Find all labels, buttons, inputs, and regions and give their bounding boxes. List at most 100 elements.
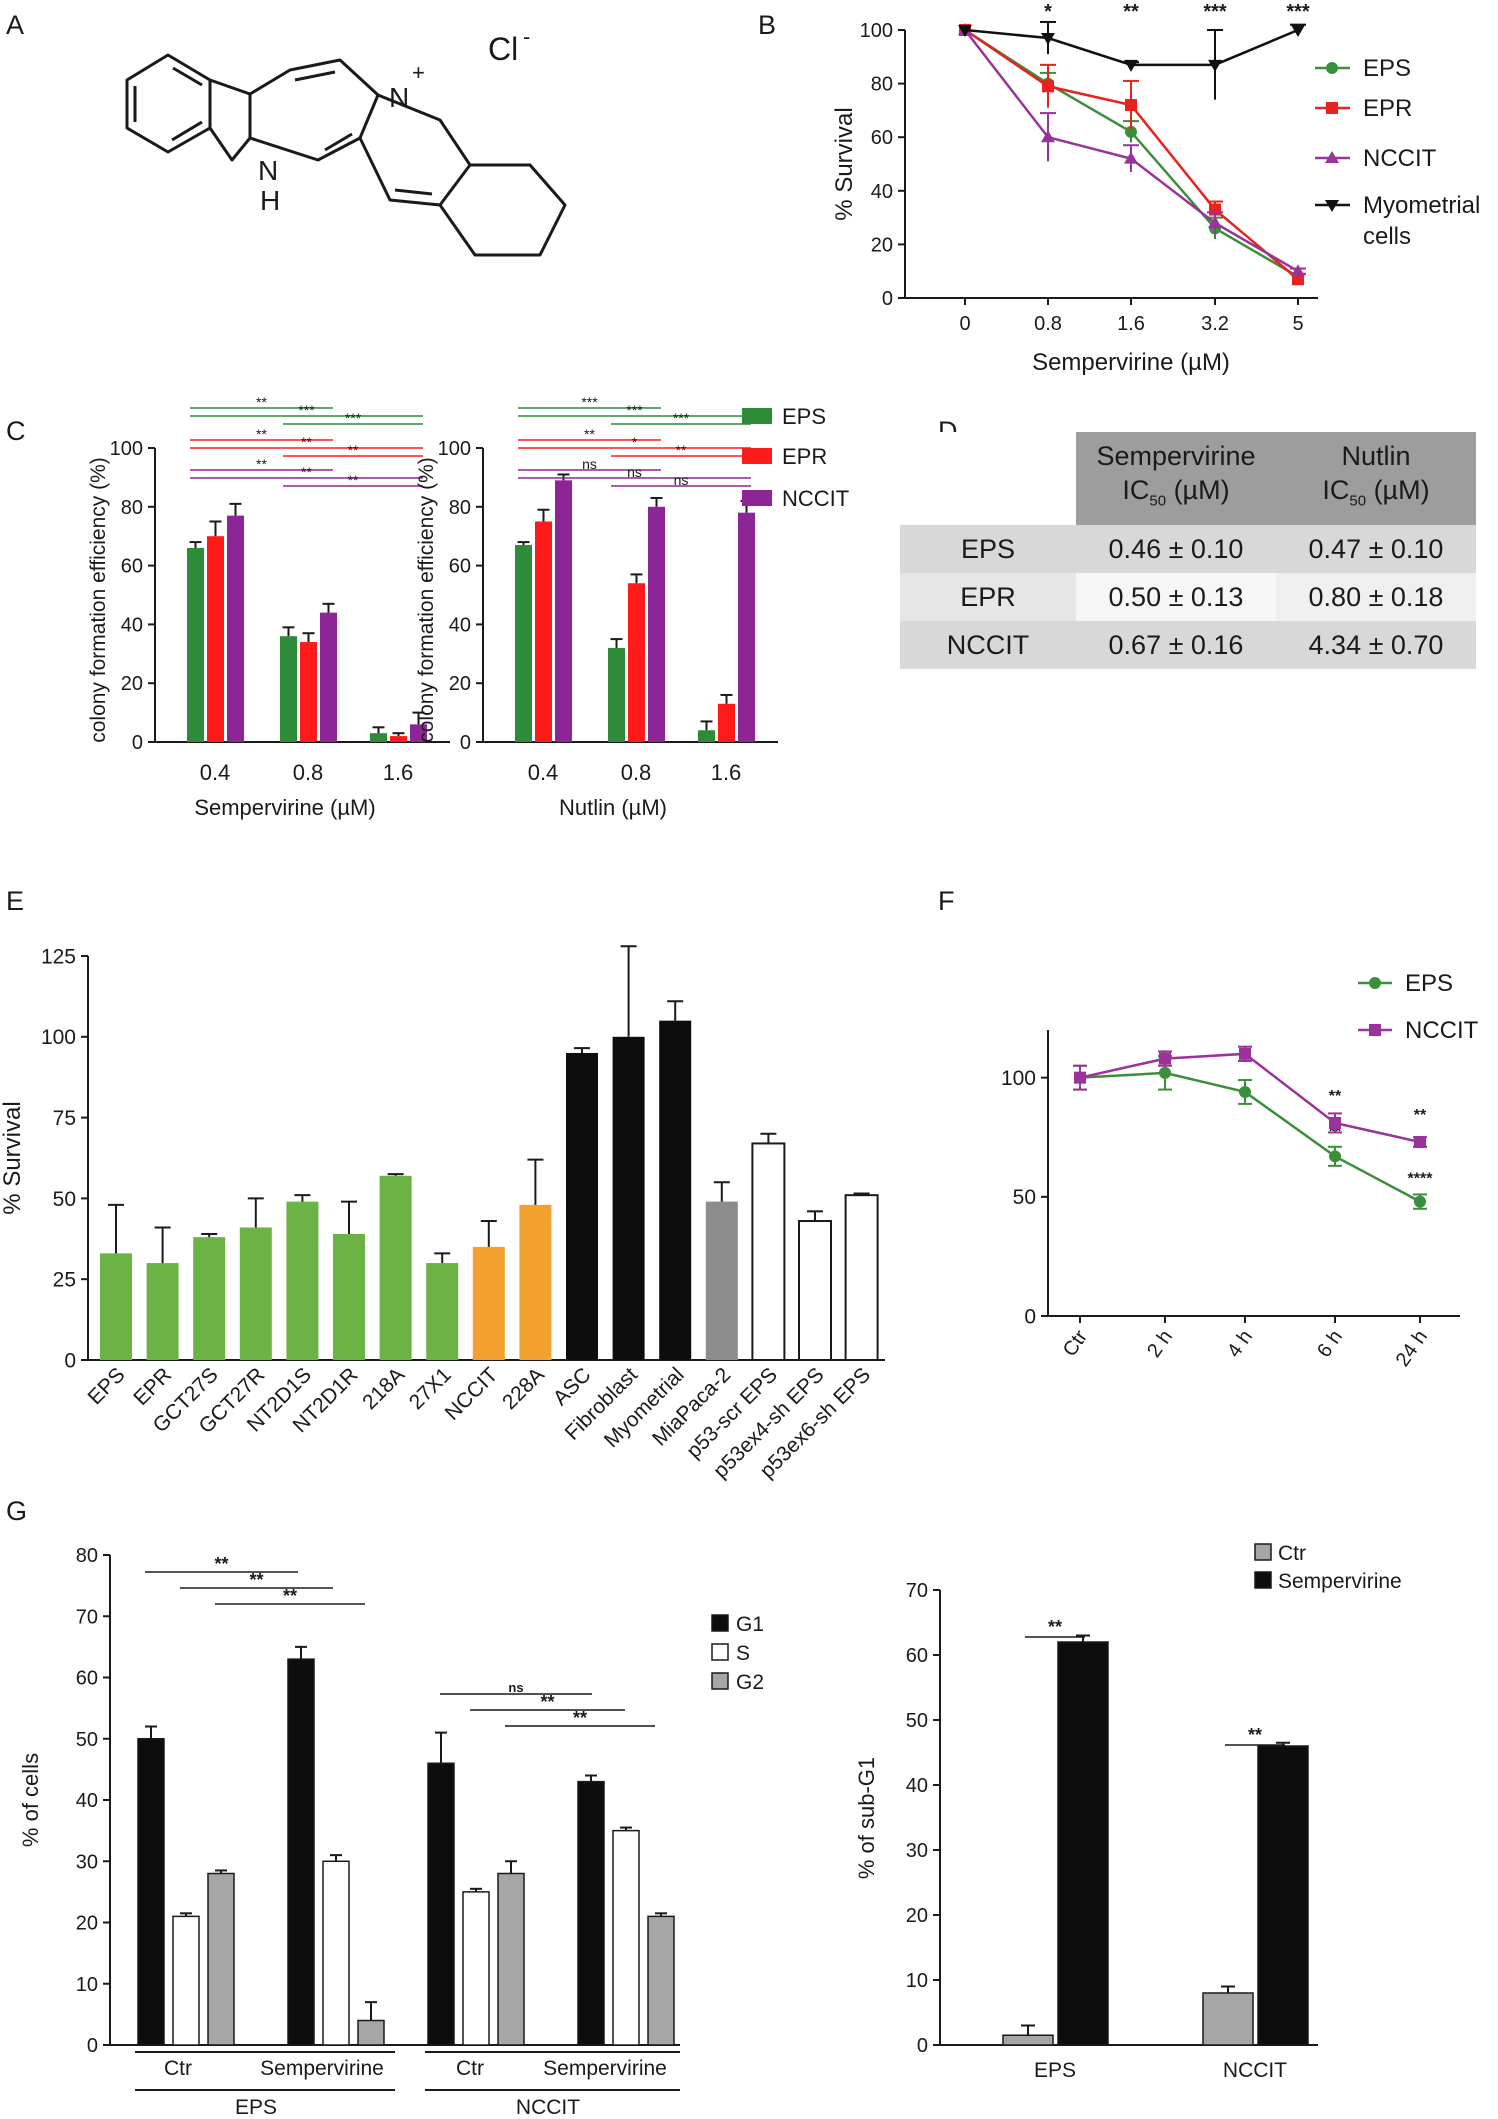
C2-y-tick-label: 60 xyxy=(449,556,471,578)
table-header-sempervirine: Sempervirine IC50 (µM) xyxy=(1076,432,1276,525)
G1-y-tick-label: 50 xyxy=(76,1729,98,1751)
E-bar xyxy=(472,1246,505,1360)
G1-y-tick-label: 30 xyxy=(76,1851,98,1873)
C-legend-swatch xyxy=(742,490,772,506)
F-x-tick-label: Ctr xyxy=(1059,1326,1093,1361)
F-y-tick-label: 50 xyxy=(1013,1186,1036,1209)
C2-bar xyxy=(555,480,572,742)
G2-legend-swatch xyxy=(1254,1543,1272,1561)
G2-y-tick-label: 10 xyxy=(906,1970,928,1992)
C2-significance-label: *** xyxy=(626,402,643,418)
B-significance: ** xyxy=(1123,1,1139,23)
F-x-tick-label: 6 h xyxy=(1313,1326,1347,1361)
B-data-point xyxy=(1124,151,1138,164)
G1-legend-swatch xyxy=(711,1614,729,1632)
C2-x-tick-label: 0.4 xyxy=(528,760,559,785)
B-y-tick-label: 80 xyxy=(871,74,893,96)
row-name: EPR xyxy=(900,573,1076,621)
cell-nutlin: 0.47 ± 0.10 xyxy=(1276,525,1476,573)
chart-G-subg1: 0 10 20 30 40 50 60 70 EPS ** NCCIT ** % of sub-G1 Ct… xyxy=(854,1542,1402,2082)
B-significance: *** xyxy=(1203,1,1227,23)
G2-y-tick-label: 30 xyxy=(906,1840,928,1862)
C1-bar xyxy=(207,536,224,742)
cell-nutlin: 4.34 ± 0.70 xyxy=(1276,621,1476,669)
cyclohexane-ring xyxy=(438,163,567,257)
E-bar xyxy=(426,1263,459,1360)
G1-bar xyxy=(322,1860,350,2046)
C1-bar xyxy=(187,547,204,742)
G1-bar xyxy=(357,2019,385,2046)
C1-y-tick-label: 100 xyxy=(110,438,143,460)
E-bar xyxy=(286,1201,319,1360)
F-significance: ** xyxy=(1329,1088,1342,1105)
G1-x-label: Sempervirine xyxy=(543,2057,667,2080)
C1-bar xyxy=(370,733,387,742)
ring-d xyxy=(358,93,472,207)
F-legend-label: EPS xyxy=(1405,970,1453,997)
B-legend-marker xyxy=(1325,151,1339,163)
cell-sempervirine: 0.50 ± 0.13 xyxy=(1076,573,1276,621)
C2-bar xyxy=(648,506,665,742)
E-bar xyxy=(146,1263,179,1360)
G2-legend-label: Sempervirine xyxy=(1278,1570,1402,1593)
header-ic-sub: 50 xyxy=(1349,492,1367,510)
G1-group-label: NCCIT xyxy=(516,2096,580,2119)
G1-y-tick-label: 40 xyxy=(76,1790,98,1812)
panel-label-e: E xyxy=(6,886,24,916)
C2-significance-label: * xyxy=(632,434,638,450)
header-title: Nutlin xyxy=(1341,440,1411,471)
B-data-point xyxy=(1292,273,1304,286)
B-x-tick-label: 3.2 xyxy=(1201,313,1229,335)
C2-significance-label: *** xyxy=(673,410,690,426)
panel-label-a: A xyxy=(6,10,24,40)
E-bar xyxy=(844,1194,879,1361)
B-significance: *** xyxy=(1286,1,1310,23)
G1-y-tick-label: 10 xyxy=(76,1974,98,1996)
G1-bar xyxy=(287,1658,315,2046)
G1-x-label: Ctr xyxy=(164,2057,192,2080)
B-legend-label: cells xyxy=(1363,223,1411,250)
G1-bar xyxy=(462,1891,490,2046)
B-series-line xyxy=(964,28,1299,67)
G1-y-tick-label: 20 xyxy=(76,1913,98,1935)
E-bar xyxy=(100,1253,132,1360)
panel-label-c: C xyxy=(6,416,26,446)
G1-significance-label: ** xyxy=(540,1692,554,1712)
C-legend-swatch xyxy=(742,448,772,464)
ring-d-double xyxy=(394,188,433,196)
G1-legend-swatch xyxy=(711,1672,729,1690)
G1-y-tick-label: 60 xyxy=(76,1668,98,1690)
C2-bar xyxy=(515,545,532,742)
B-x-tick-label: 5 xyxy=(1292,313,1303,335)
B-legend-label: NCCIT xyxy=(1363,145,1437,172)
C-legend-swatch xyxy=(742,408,772,424)
C2-y-tick-label: 80 xyxy=(449,497,471,519)
C1-x-tick-label: 1.6 xyxy=(383,760,414,785)
G1-significance-label: ** xyxy=(249,1570,263,1590)
E-bar xyxy=(612,1036,645,1360)
G1-y-tick-label: 80 xyxy=(76,1545,98,1567)
cell-sempervirine: 0.46 ± 0.10 xyxy=(1076,525,1276,573)
E-bar xyxy=(751,1142,786,1362)
E-bar xyxy=(705,1201,738,1360)
B-x-tick-label: 1.6 xyxy=(1117,313,1145,335)
C1-significance-label: ** xyxy=(348,442,359,458)
ic50-table: Sempervirine IC50 (µM) Nutlin IC50 (µM) … xyxy=(900,432,1476,669)
E-bar xyxy=(379,1175,412,1360)
E-bar xyxy=(798,1220,832,1362)
benzene-inner-bond-3 xyxy=(171,120,203,142)
E-y-axis-title: % Survival xyxy=(0,1101,26,1214)
panel-label-g: G xyxy=(6,1496,27,1526)
G1-legend-label: S xyxy=(736,1642,750,1665)
C2-x-axis-title: Nutlin (µM) xyxy=(559,795,667,820)
C1-significance-label: *** xyxy=(298,402,315,418)
C2-bar xyxy=(718,703,735,742)
table-corner xyxy=(900,432,1076,525)
B-significance: * xyxy=(1044,1,1052,23)
C1-y-tick-label: 0 xyxy=(132,732,143,754)
B-data-point xyxy=(1125,99,1137,112)
G1-legend-swatch xyxy=(711,1643,729,1661)
F-y-tick-label: 0 xyxy=(1024,1305,1036,1328)
G2-legend-swatch xyxy=(1254,1571,1272,1589)
